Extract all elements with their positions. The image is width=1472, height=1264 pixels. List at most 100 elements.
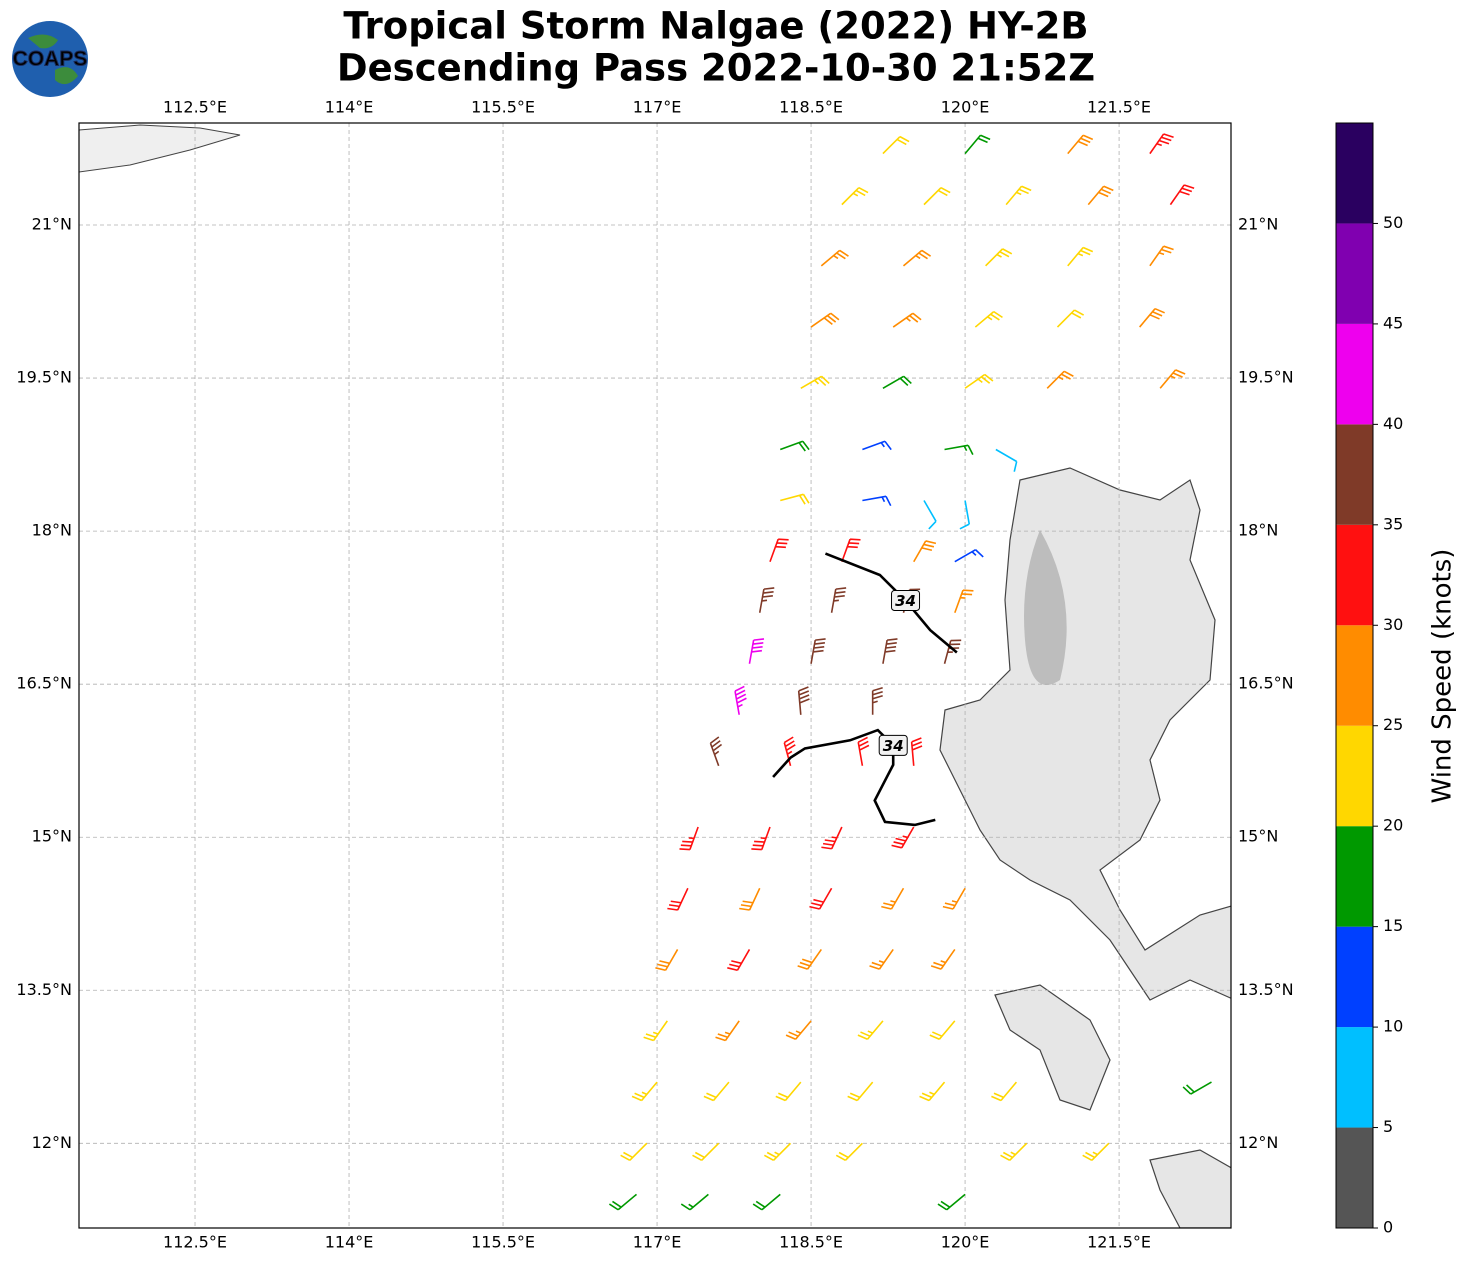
colorbar-tick-label: 25 [1383, 715, 1403, 734]
wind-barb [841, 538, 861, 563]
wind-barb [1000, 1142, 1028, 1161]
y-tick-label: 18°N [32, 521, 72, 540]
wind-barb [779, 440, 810, 452]
wind-barb [871, 687, 883, 715]
contour-label: 34 [895, 592, 916, 610]
x-tick-label: 115.5°E [471, 98, 535, 117]
wind-barb [892, 312, 922, 328]
wind-barb [1087, 185, 1114, 206]
wind-barb [727, 949, 751, 972]
wind-barb [1005, 185, 1032, 206]
wind-barb [841, 186, 869, 206]
colorbar-bin [1336, 223, 1373, 324]
grid [79, 123, 1231, 1228]
logo: COAPS [12, 21, 88, 97]
wind-barb [944, 444, 974, 456]
wind-barb [857, 1020, 884, 1040]
wind-barb [964, 373, 994, 389]
wind-barb [913, 540, 937, 563]
colorbar-tick-label: 10 [1383, 1017, 1403, 1036]
wind-barb [655, 949, 679, 972]
wind-barb [882, 638, 898, 664]
wind-barb [954, 549, 984, 563]
wind-barb [783, 736, 796, 767]
wind-barb [869, 948, 894, 970]
wind-barb [835, 1142, 863, 1161]
colorbar-tick-label: 40 [1383, 414, 1403, 433]
colorbar-tick-label: 5 [1383, 1117, 1393, 1136]
wind-barb [1139, 307, 1165, 328]
x-tick-label: 115.5°E [471, 1233, 535, 1252]
y-tick-label: 21°N [1238, 215, 1278, 234]
wind-barb [862, 495, 892, 507]
wind-barb [919, 1081, 946, 1102]
y-tick-label: 19.5°N [16, 368, 72, 387]
wind-barb [780, 493, 810, 505]
x-tick-label: 114°E [325, 98, 374, 117]
contour-line [772, 728, 936, 827]
wind-barb [830, 587, 847, 613]
wind-barb [1149, 245, 1174, 267]
wind-barb [910, 737, 923, 766]
wind-barb [809, 887, 833, 910]
luzon [939, 467, 1231, 1001]
wind-barb [631, 1081, 658, 1102]
wind-barb [923, 186, 951, 206]
wind-barb [667, 887, 689, 911]
colorbar-bin [1336, 625, 1373, 726]
wind-barb [785, 1020, 812, 1040]
wind-barb [608, 1193, 638, 1211]
wind-barb [763, 1142, 792, 1161]
wind-barb [739, 887, 761, 911]
x-tick-label: 117°E [633, 98, 682, 117]
wind-barb [882, 135, 910, 155]
colorbar-bin [1336, 1027, 1373, 1128]
wind-barb [1149, 133, 1174, 155]
wind-barb [679, 826, 699, 851]
x-tick-label: 112.5°E [163, 1233, 227, 1252]
subtitle: Descending Pass 2022-10-30 21:52Z [337, 47, 1095, 90]
colorbar-tick-label: 50 [1383, 213, 1403, 232]
wind-barb [930, 948, 956, 970]
wind-barb [1046, 370, 1074, 389]
wind-barb [1067, 134, 1094, 155]
y-tick-label: 19.5°N [1238, 368, 1294, 387]
wind-barb [891, 826, 915, 849]
colorbar-bin [1336, 123, 1373, 224]
y-tick-label: 12°N [32, 1133, 72, 1152]
wind-barb [800, 375, 830, 389]
wind-barb [1056, 309, 1085, 328]
x-tick-label: 114°E [325, 1233, 374, 1252]
mindoro [994, 984, 1111, 1111]
y-tick-label: 16.5°N [1238, 674, 1294, 693]
y-tick-label: 13.5°N [16, 980, 72, 999]
colorbar-label: Wind Speed (knots) [1428, 549, 1458, 804]
wind-barb [991, 1081, 1018, 1102]
wind-barb [929, 1020, 956, 1040]
wind-barb [703, 1081, 730, 1102]
x-tick-label: 121.5°E [1087, 98, 1151, 117]
y-tick-label: 16.5°N [16, 674, 72, 693]
y-tick-label: 13.5°N [1238, 980, 1294, 999]
wind-barb [954, 589, 974, 614]
colorbar-tick-label: 35 [1383, 514, 1403, 533]
x-tick-label: 120°E [941, 98, 990, 117]
wind-barb [820, 249, 849, 267]
colorbar-bin [1336, 926, 1373, 1028]
wind-barb [758, 587, 775, 613]
china-coast [79, 124, 241, 173]
wind-barb [709, 736, 723, 767]
colorbar-bin [1336, 323, 1373, 425]
colorbar-bin [1336, 826, 1373, 927]
wind-barb [797, 948, 822, 970]
logo-land [28, 34, 78, 85]
contour-label-box [891, 590, 921, 612]
colorbar-tick-label: 30 [1383, 615, 1403, 634]
relief [1024, 530, 1067, 685]
x-tick-label: 117°E [633, 1233, 682, 1252]
colorbar-bin [1336, 424, 1373, 525]
wind-barb [751, 826, 771, 851]
wind-barb [943, 639, 962, 664]
wind-barb [797, 686, 810, 715]
